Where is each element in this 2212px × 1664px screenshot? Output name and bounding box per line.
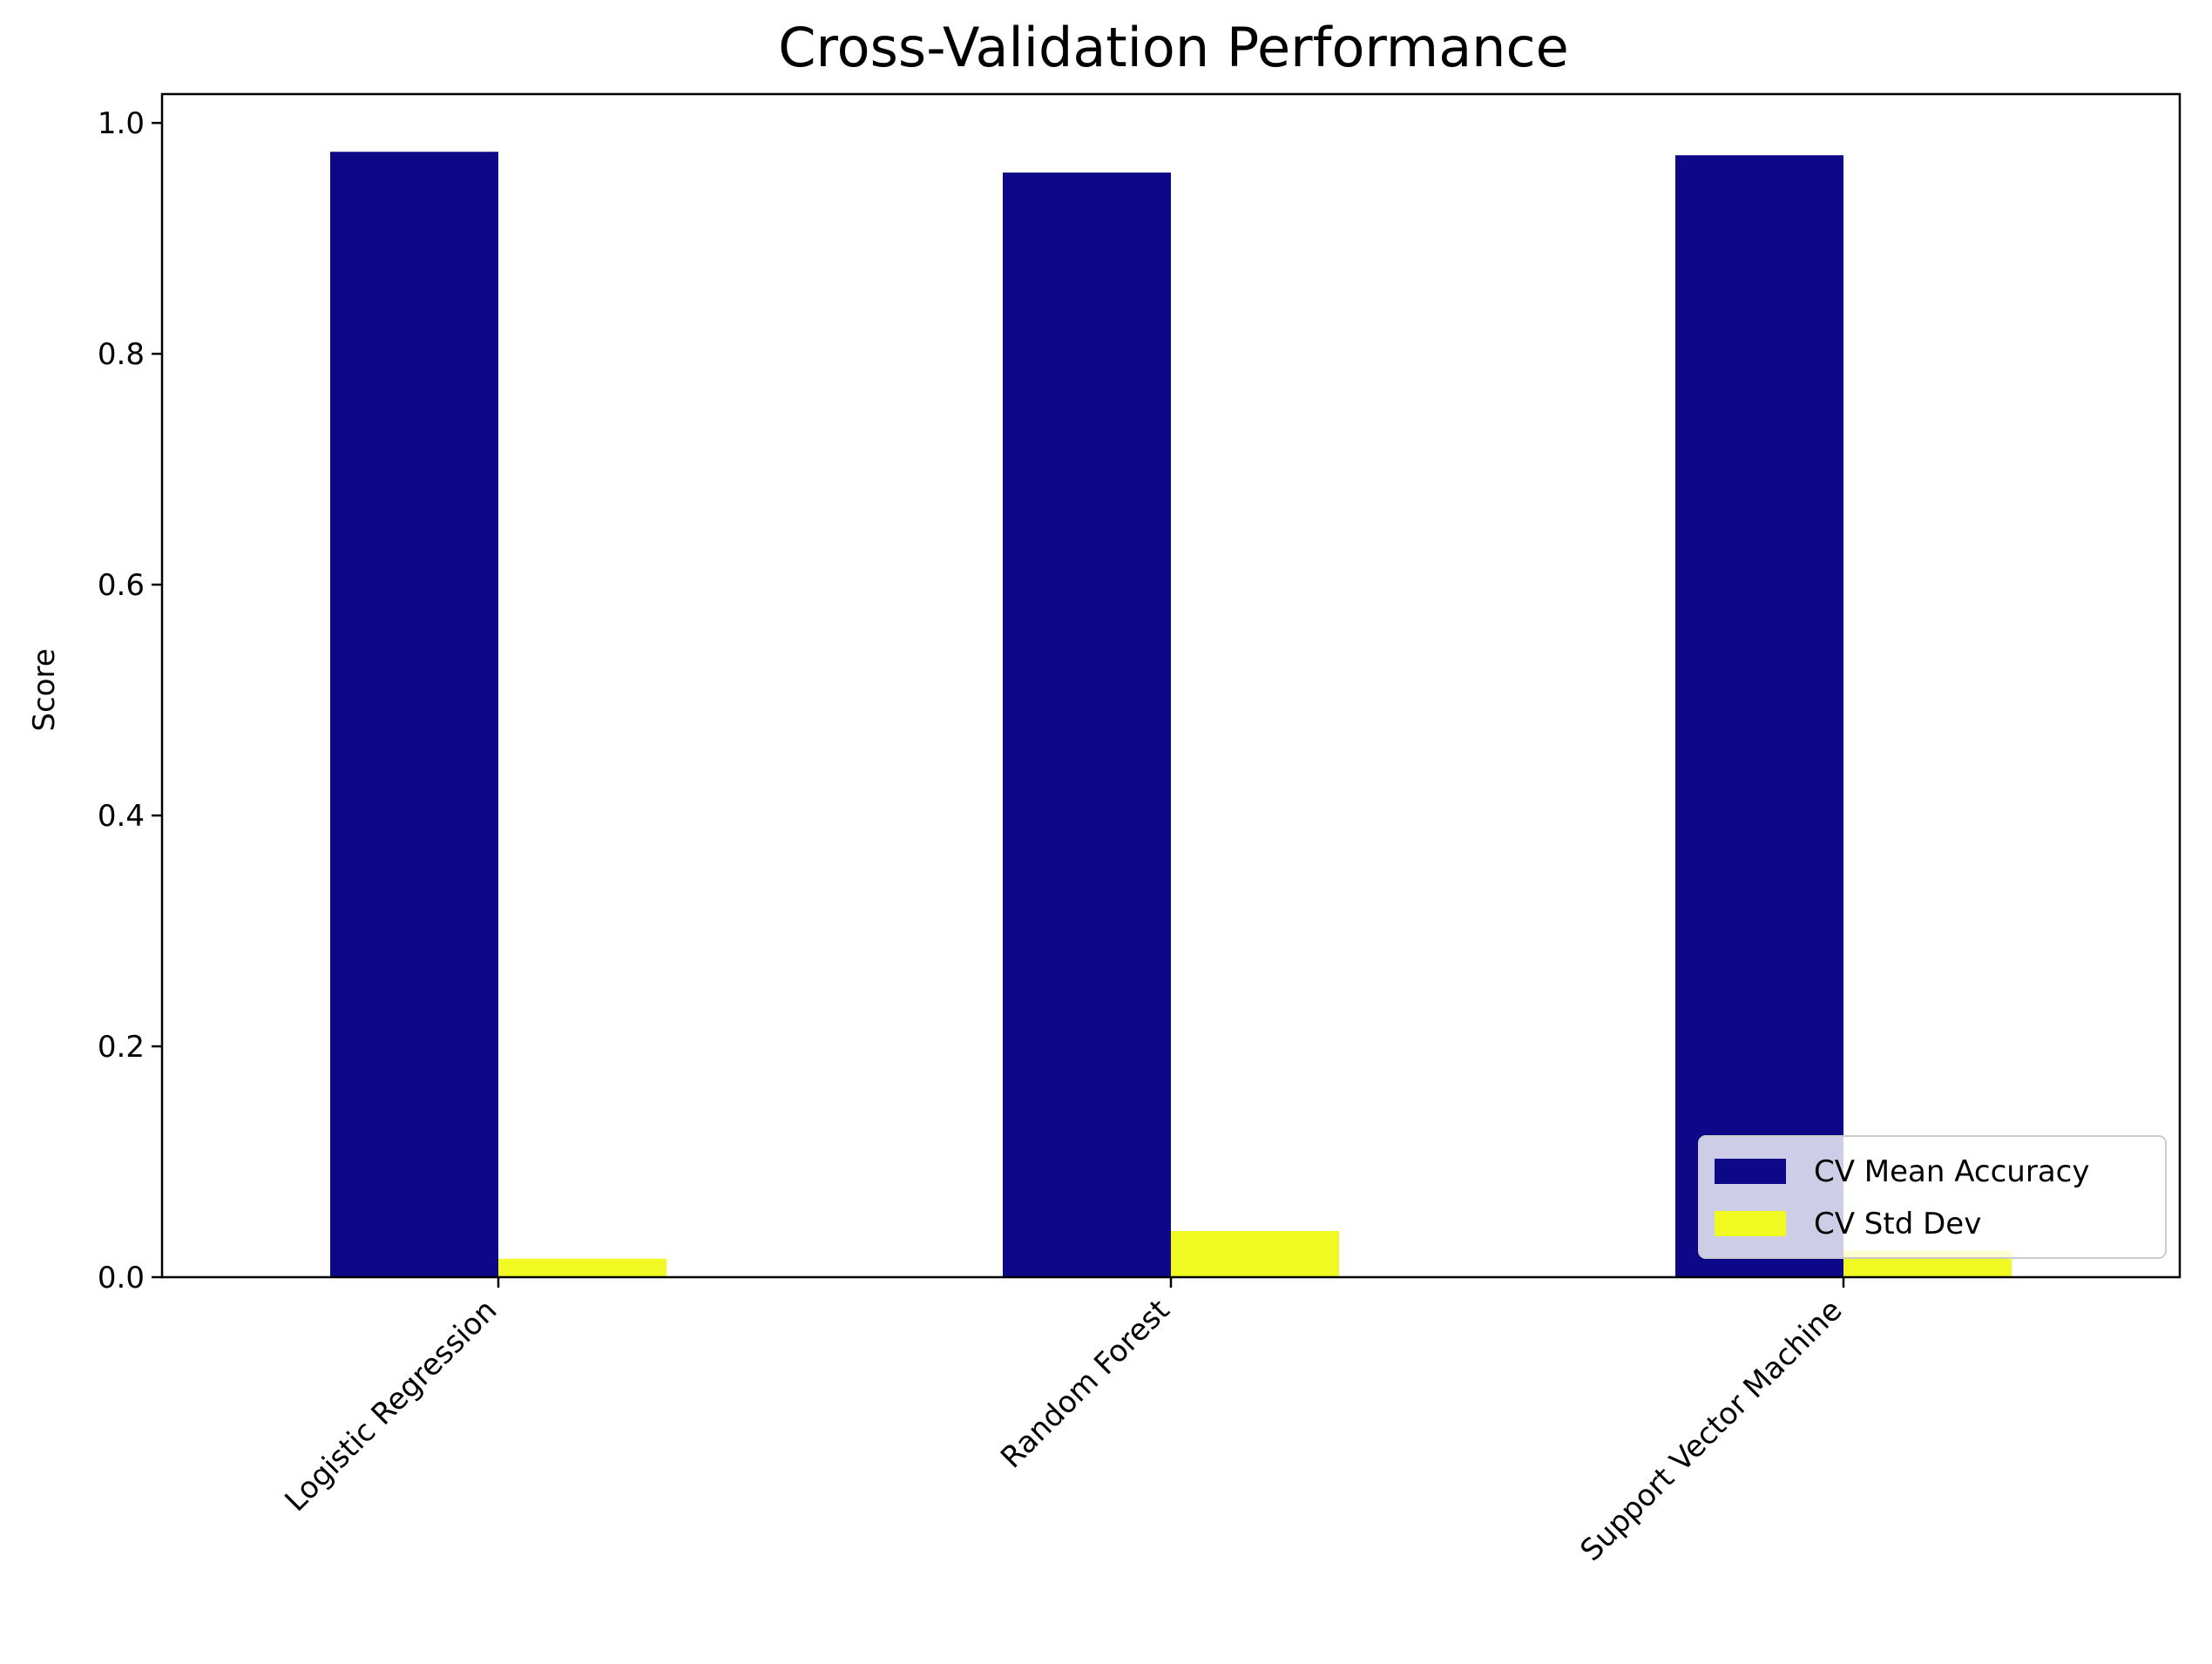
y-tick-label: 0.0	[98, 1261, 145, 1295]
legend-swatch	[1715, 1159, 1786, 1184]
y-tick-label: 0.6	[98, 568, 145, 603]
bar	[1675, 155, 1843, 1278]
legend-label: CV Std Dev	[1814, 1207, 1981, 1241]
legend-label: CV Mean Accuracy	[1814, 1154, 2089, 1189]
plot-frame	[160, 92, 2182, 1279]
y-tick-label: 0.4	[98, 799, 145, 834]
y-tick-label: 0.2	[98, 1030, 145, 1065]
bar	[1003, 172, 1171, 1278]
y-tick-label: 0.8	[98, 337, 145, 372]
bar	[1171, 1231, 1339, 1277]
legend-swatch	[1715, 1211, 1786, 1236]
legend: CV Mean Accuracy CV Std Dev	[1698, 1135, 2167, 1259]
bar	[330, 152, 498, 1277]
legend-box	[1698, 1135, 2167, 1259]
bar	[498, 1258, 666, 1277]
y-axis-label: Score	[27, 648, 62, 731]
bars-group	[330, 152, 2012, 1278]
y-axis: 0.0 0.2 0.4 0.6 0.8 1.0	[98, 106, 162, 1295]
y-tick-label: 1.0	[98, 106, 145, 141]
chart-title: Cross-Validation Performance	[778, 16, 1568, 79]
